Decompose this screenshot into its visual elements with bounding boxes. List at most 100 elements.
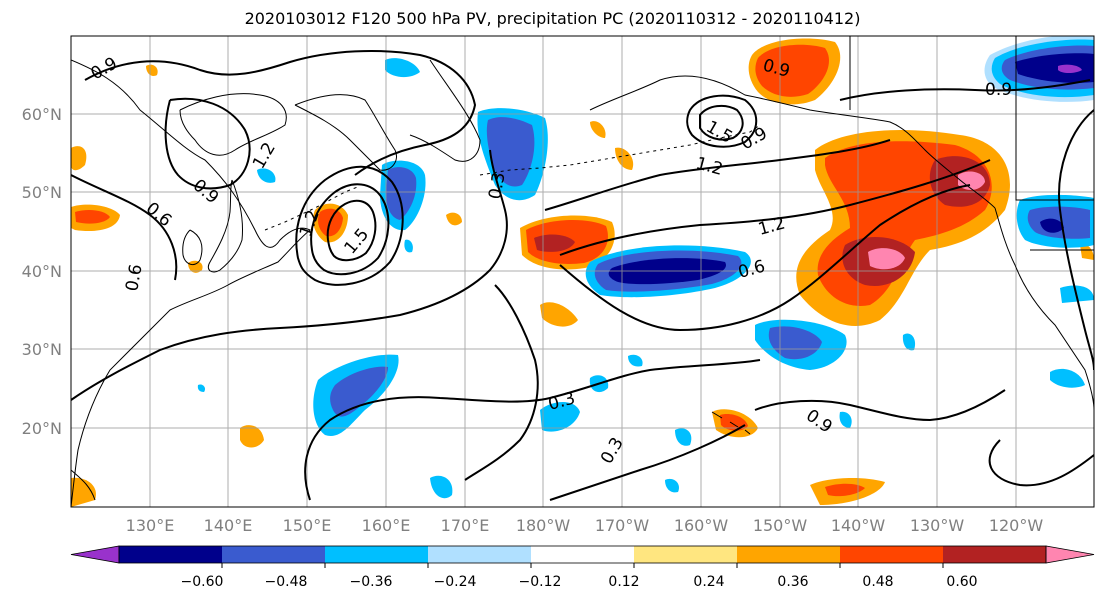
shade-negative-w2	[404, 239, 413, 253]
shade-negative-s5	[628, 354, 643, 367]
coast-philippines	[71, 469, 96, 501]
shade-positive-w6	[146, 64, 158, 76]
colorbar-extend-low	[70, 545, 120, 564]
contour-low-inner	[326, 199, 377, 262]
contour-0.9-west	[164, 97, 251, 190]
lat-labels: 60°N 50°N 40°N 30°N 20°N	[22, 105, 62, 438]
contour-label: 0.6	[122, 263, 146, 293]
shade-negative-s3	[430, 475, 453, 499]
lon-label: 140°E	[204, 516, 253, 535]
shade-positive-w5	[71, 477, 96, 507]
colorbar-segment	[943, 546, 1047, 563]
colorbar-tick-label: 0.48	[862, 574, 893, 590]
shade-positive-w1	[71, 146, 87, 171]
shade-positive-w8	[540, 302, 578, 327]
lon-label: 170°W	[595, 516, 650, 535]
colorbar-segment	[428, 546, 532, 563]
lon-label: 130°E	[126, 516, 175, 535]
contour-0.9-ne	[839, 79, 1091, 101]
lon-label: 160°W	[674, 516, 729, 535]
contour-0.9-south	[754, 389, 1006, 422]
lon-label: 150°W	[753, 516, 808, 535]
colorbar-segment	[634, 546, 738, 563]
map-area: 0.9 0.6 0.9 1.2 1.2 1.5 0.3 0.6 0.9 1.2 …	[71, 36, 1094, 507]
colorbar-segment	[119, 546, 223, 563]
colorbar-segment	[737, 546, 841, 563]
colorbar-tick-label: 0.36	[777, 574, 808, 590]
lon-label: 130°W	[910, 516, 965, 535]
pv-contours	[71, 50, 1094, 501]
contour-alaska-loop	[686, 94, 758, 148]
contour-0.6-mid	[464, 184, 971, 481]
shade-positive-alaska-inner	[755, 44, 829, 97]
shade-negative-ne-5	[1058, 64, 1082, 73]
shade-negative-sw-inner	[330, 366, 388, 417]
colorbar-frame	[118, 545, 1047, 564]
shade-negative-hawaii-n-inner	[768, 326, 822, 360]
shade-positive-w2-inner	[75, 209, 110, 224]
coast-kuril	[264, 185, 361, 231]
contour-east-loop	[1058, 109, 1094, 371]
contour-alaska-loop2	[699, 104, 744, 141]
shade-positive-w7	[446, 212, 462, 226]
shade-negative-e3	[1050, 368, 1085, 388]
colorbar-segment	[222, 546, 326, 563]
colorbar-tick-label: 0.24	[693, 574, 724, 590]
contour-label: 0.9	[985, 80, 1012, 100]
lon-label: 180°W	[516, 516, 571, 535]
lon-label: 150°E	[283, 516, 332, 535]
colorbar-tick-label: 0.12	[608, 574, 639, 590]
contour-low-outer	[295, 165, 404, 286]
shade-negative-s6	[665, 478, 679, 493]
shade-positive-central-dark	[534, 234, 575, 252]
shade-positive-gulf-pink2	[868, 248, 905, 270]
lat-label-30: 30°N	[22, 340, 62, 359]
colorbar-segment	[325, 546, 429, 563]
shade-positive-w9	[590, 121, 606, 138]
shade-negative-e1-dark	[1040, 218, 1064, 233]
coast-aleutian	[479, 124, 761, 176]
shade-negative-nw2	[257, 168, 276, 183]
contour-0.9-nw	[84, 50, 477, 176]
shade-positive-w10	[615, 147, 634, 170]
colorbar-segment	[531, 546, 635, 563]
coast-bering-south	[409, 59, 481, 162]
colorbar	[70, 545, 1095, 568]
lon-label: 120°W	[989, 516, 1044, 535]
shade-negative-s7	[902, 333, 916, 351]
shade-negative-ne-4	[1015, 53, 1094, 83]
shade-positive-w3	[188, 260, 203, 273]
lat-label-60: 60°N	[22, 105, 62, 124]
coast-hawaii	[711, 411, 751, 435]
shade-positive-w13	[1080, 244, 1094, 260]
colorbar-tick-label: 0.60	[946, 574, 977, 590]
colorbar-tick-label: −0.24	[434, 574, 477, 590]
contour-low-mid	[310, 183, 390, 276]
lat-label-50: 50°N	[22, 183, 62, 202]
contour-0.6-ridge	[559, 159, 991, 256]
lat-label-40: 40°N	[22, 262, 62, 281]
contour-0.3-bottom	[549, 424, 746, 501]
coast-japan	[207, 179, 243, 273]
graticule	[71, 36, 1094, 507]
lon-label: 170°E	[441, 516, 490, 535]
colorbar-extend-high	[1045, 545, 1095, 564]
coast-na	[994, 207, 1094, 411]
shade-negative-kuril-inner	[385, 167, 417, 220]
colorbar-tick-label: −0.60	[181, 574, 224, 590]
colorbar-tick-label: −0.12	[519, 574, 562, 590]
shade-negative-w1	[197, 384, 206, 392]
shade-negative-s1	[540, 402, 580, 432]
colorbar-tick-label: −0.48	[265, 574, 308, 590]
shade-positive-w12-inner	[825, 483, 865, 497]
contour-0.3-south	[304, 359, 761, 501]
map-title: 2020103012 F120 500 hPa PV, precipitatio…	[244, 9, 861, 28]
contour-0.3-bigloop	[71, 149, 508, 401]
lon-label: 160°E	[362, 516, 411, 535]
map-frame	[70, 35, 1095, 508]
lat-label-20: 20°N	[22, 419, 62, 438]
contour-label: 0.3	[485, 171, 509, 201]
contour-1.2-ridge	[544, 139, 891, 211]
contour-0.6-west	[71, 174, 178, 281]
